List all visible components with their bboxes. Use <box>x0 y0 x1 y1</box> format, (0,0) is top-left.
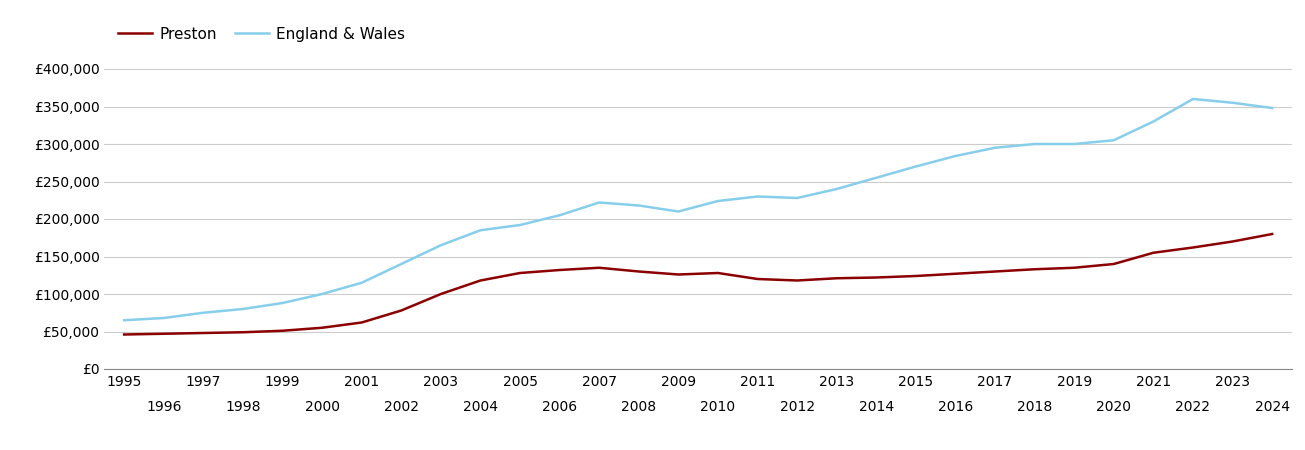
Text: 2000: 2000 <box>304 400 339 414</box>
Text: 1996: 1996 <box>146 400 181 414</box>
Text: 2018: 2018 <box>1017 400 1052 414</box>
Text: 1998: 1998 <box>226 400 261 414</box>
Text: 2002: 2002 <box>384 400 419 414</box>
Text: 2024: 2024 <box>1254 400 1289 414</box>
Text: 2012: 2012 <box>779 400 814 414</box>
Legend: Preston, England & Wales: Preston, England & Wales <box>112 21 411 48</box>
Text: 2006: 2006 <box>542 400 577 414</box>
Text: 2016: 2016 <box>938 400 974 414</box>
Text: 2004: 2004 <box>463 400 499 414</box>
Text: 2014: 2014 <box>859 400 894 414</box>
Text: 2010: 2010 <box>701 400 736 414</box>
Text: 2020: 2020 <box>1096 400 1131 414</box>
Text: 2008: 2008 <box>621 400 656 414</box>
Text: 2022: 2022 <box>1176 400 1211 414</box>
